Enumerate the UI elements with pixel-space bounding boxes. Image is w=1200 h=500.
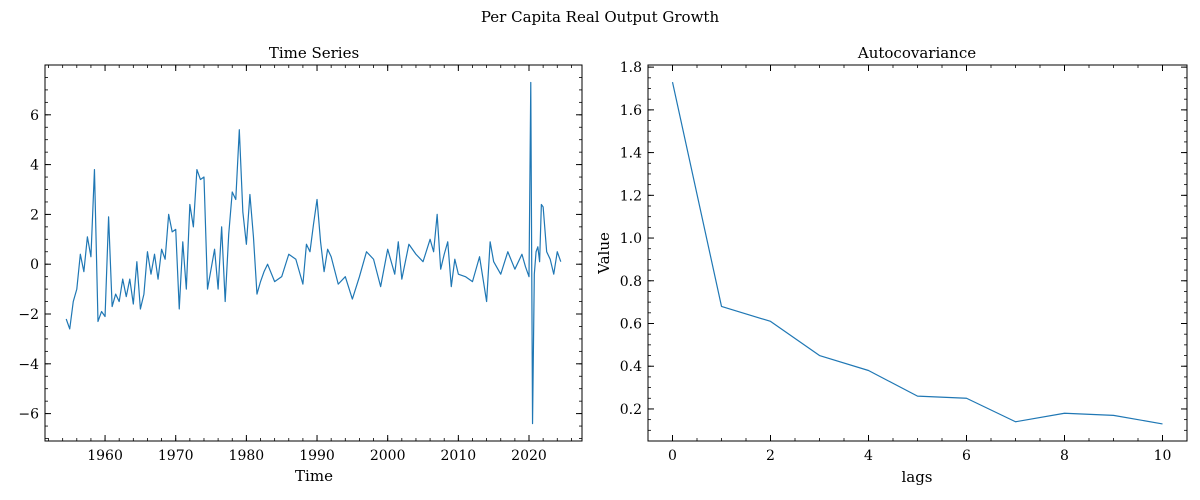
time-series-xlabel: Time <box>295 467 333 485</box>
y-tick-label: 1.2 <box>620 188 642 204</box>
autocovariance-plot-area <box>671 81 1163 425</box>
y-tick-label: 1.8 <box>620 60 642 76</box>
y-tick-label: −2 <box>18 307 39 323</box>
autocovariance-axes-frame <box>647 64 1188 442</box>
y-tick-label: 1.4 <box>620 146 642 162</box>
x-tick-label: 8 <box>1060 448 1069 464</box>
x-tick-label: 6 <box>962 448 971 464</box>
y-tick-label: −4 <box>18 357 39 373</box>
figure-suptitle: Per Capita Real Output Growth <box>481 8 720 26</box>
x-tick-label: 2010 <box>441 448 477 464</box>
x-tick-label: 1980 <box>229 448 265 464</box>
y-tick-label: 0.6 <box>620 317 642 333</box>
autocovariance-title: Autocovariance <box>857 44 976 62</box>
time-series-ticks: 1960 1970 1980 1990 2000 2010 2020 −6 −4 −2 0 2 4 6 <box>18 64 582 464</box>
y-tick-label: −6 <box>18 407 39 423</box>
autocovariance-ylabel: Value <box>595 232 613 275</box>
x-tick-label: 0 <box>668 448 677 464</box>
time-series-title: Time Series <box>269 44 359 62</box>
autocovariance-panel: Autocovariance 0 2 4 6 8 10 0.2 0.4 0.6 0.8 1.0 1.2… <box>595 44 1188 486</box>
autocovariance-ticks: 0 2 4 6 8 10 0.2 0.4 0.6 0.8 1.0 1.2 1.4 1.6 1.8 <box>620 60 1188 464</box>
x-tick-label: 2000 <box>370 448 406 464</box>
y-tick-label: 4 <box>30 158 39 174</box>
time-series-plot-area <box>65 81 562 425</box>
y-tick-label: 0.8 <box>620 274 642 290</box>
x-tick-label: 1960 <box>87 448 123 464</box>
x-tick-label: 1990 <box>299 448 335 464</box>
x-tick-label: 2020 <box>511 448 547 464</box>
y-tick-label: 1.0 <box>620 231 642 247</box>
time-series-panel: Time Series 1960 1970 1980 1990 2000 2010 2020… <box>18 44 583 485</box>
y-tick-label: 0.4 <box>620 359 642 375</box>
x-tick-label: 10 <box>1154 448 1172 464</box>
y-tick-label: 0 <box>30 257 39 273</box>
autocovariance-xlabel: lags <box>901 468 932 486</box>
y-tick-label: 0.2 <box>620 402 642 418</box>
x-tick-label: 4 <box>864 448 873 464</box>
time-series-axes-frame <box>44 64 583 442</box>
y-tick-label: 6 <box>30 108 39 124</box>
y-tick-label: 1.6 <box>620 103 642 119</box>
x-tick-label: 1970 <box>158 448 194 464</box>
x-tick-label: 2 <box>766 448 775 464</box>
series-line-0 <box>65 81 562 425</box>
series-line-0 <box>671 81 1163 425</box>
y-tick-label: 2 <box>30 207 39 223</box>
